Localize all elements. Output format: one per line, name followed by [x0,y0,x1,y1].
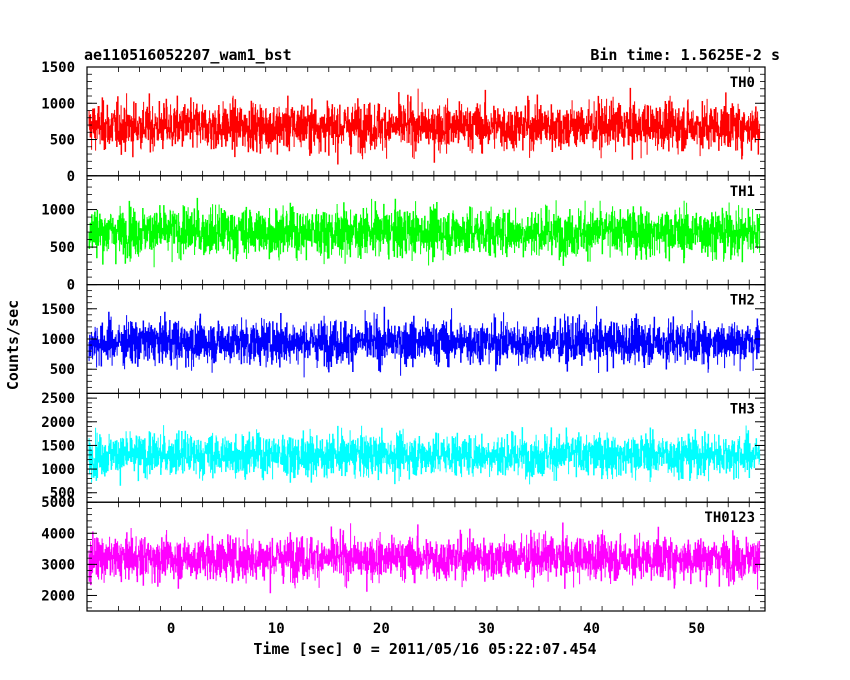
panels-group: 0 500 1000 1500 TH0 0 500 1000 TH1 500 1000 1500 TH2… [41,60,766,612]
y-tick-label: 0 [67,278,75,294]
y-tick-label: 2500 [41,391,75,407]
panel-label-th3: TH3 [730,401,755,417]
y-tick-label: 500 [50,362,75,378]
series-th1 [88,197,761,268]
y-tick-label: 1500 [41,60,75,76]
y-tick-label: 1500 [41,302,75,318]
chart-title: ae110516052207_wam1_bst [84,46,292,64]
panel-frame [86,501,766,612]
x-tick-label: 40 [583,621,600,637]
y-axis-title: Counts/sec [4,300,22,390]
panel-label-th0: TH0 [730,75,755,91]
y-tick-label: 1000 [41,462,75,478]
series-th0 [88,87,761,165]
y-tick-label: 1000 [41,203,75,219]
y-tick-label: 500 [50,486,75,502]
y-tick-label: 1000 [41,96,75,112]
panel-th0123: 2000 3000 4000 5000 TH0123 [41,495,766,612]
y-tick-label: 2000 [41,588,75,604]
series-th2 [88,306,761,378]
x-axis: 0 10 20 30 40 50 [167,621,705,637]
series-th3 [88,425,761,486]
series-th0123 [88,522,761,594]
x-tick-label: 10 [268,621,285,637]
y-tick-label: 500 [50,133,75,149]
x-tick-label: 30 [478,621,495,637]
panel-label-th2: TH2 [730,293,755,309]
y-tick-label: 4000 [41,526,75,542]
panel-label-th1: TH1 [730,184,755,200]
x-axis-title: Time [sec] 0 = 2011/05/16 05:22:07.454 [253,640,596,658]
panel-label-th0123: TH0123 [704,510,755,526]
panel-th0: 0 500 1000 1500 TH0 [41,60,766,185]
bin-time-label: Bin time: 1.5625E-2 s [590,46,780,64]
x-tick-label: 0 [167,621,175,637]
y-tick-label: 3000 [41,557,75,573]
panel-th1: 0 500 1000 TH1 [41,175,766,294]
panel-th2: 500 1000 1500 TH2 [41,284,766,395]
x-tick-label: 20 [373,621,390,637]
y-tick-label: 1500 [41,438,75,454]
y-tick-label: 2000 [41,415,75,431]
panel-th3: 500 1000 1500 2000 2500 TH3 [41,391,766,503]
y-tick-label: 1000 [41,332,75,348]
x-tick-label: 50 [688,621,705,637]
y-tick-label: 500 [50,240,75,256]
y-tick-label: 5000 [41,495,75,511]
y-tick-label: 0 [67,169,75,185]
